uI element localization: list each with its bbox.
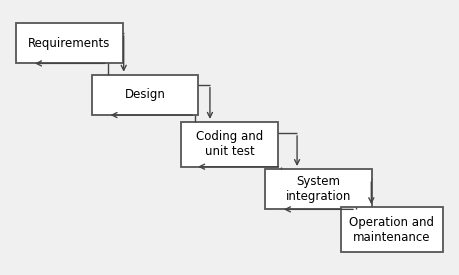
Text: Design: Design: [124, 88, 166, 101]
Text: Requirements: Requirements: [28, 37, 111, 50]
Text: Coding and
unit test: Coding and unit test: [196, 130, 263, 158]
FancyBboxPatch shape: [265, 169, 372, 209]
FancyBboxPatch shape: [16, 23, 123, 64]
FancyBboxPatch shape: [180, 122, 279, 167]
Text: Operation and
maintenance: Operation and maintenance: [349, 216, 434, 244]
FancyBboxPatch shape: [92, 75, 198, 115]
Text: System
integration: System integration: [285, 175, 351, 203]
FancyBboxPatch shape: [341, 207, 443, 252]
